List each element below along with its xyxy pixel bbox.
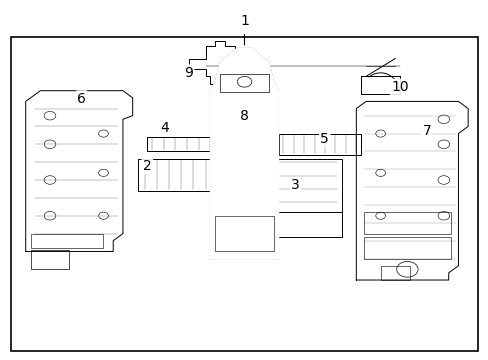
Text: 4: 4 (160, 121, 168, 135)
Polygon shape (26, 91, 132, 251)
Polygon shape (137, 158, 224, 191)
Bar (380, 266, 409, 280)
Text: 8: 8 (240, 109, 248, 123)
Polygon shape (268, 158, 341, 223)
Bar (215, 216, 273, 251)
Text: 7: 7 (422, 124, 430, 138)
Text: 10: 10 (390, 80, 408, 94)
Polygon shape (356, 102, 467, 280)
Text: 2: 2 (142, 159, 151, 173)
Text: 3: 3 (290, 178, 299, 192)
Text: 6: 6 (77, 91, 86, 105)
Text: 9: 9 (184, 66, 193, 80)
Bar (220, 74, 268, 91)
Bar (363, 237, 450, 258)
Polygon shape (210, 48, 278, 258)
Bar (11, 37, 477, 351)
Text: 5: 5 (320, 132, 328, 146)
Bar (30, 234, 103, 248)
Bar (363, 212, 450, 234)
Text: 1: 1 (240, 14, 248, 28)
Polygon shape (278, 134, 361, 155)
Polygon shape (266, 212, 341, 237)
Bar (30, 249, 69, 269)
Polygon shape (147, 137, 215, 152)
